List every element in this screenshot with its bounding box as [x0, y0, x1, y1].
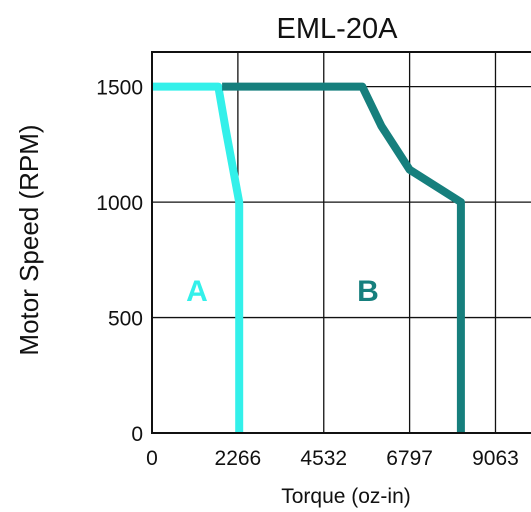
x-tick-labels: 0 2266 4532 6797 9063 — [146, 447, 519, 470]
series-lines — [152, 82, 465, 433]
series-line-A — [152, 82, 244, 433]
plot-frame — [151, 51, 531, 434]
y-tick-label: 0 — [131, 423, 143, 446]
series-label-A: A — [186, 275, 208, 308]
x-axis-label: Torque (oz-in) — [281, 485, 411, 508]
y-tick-label: 500 — [108, 308, 143, 331]
y-tick-label: 1000 — [96, 192, 143, 215]
y-tick-label: 1500 — [96, 77, 143, 100]
x-tick-label: 4532 — [300, 447, 347, 470]
x-tick-label: 9063 — [472, 447, 519, 470]
x-tick-label: 6797 — [386, 447, 433, 470]
y-axis-label: Motor Speed (RPM) — [14, 124, 44, 355]
x-tick-label: 0 — [146, 447, 158, 470]
x-tick-label: 2266 — [215, 447, 262, 470]
series-line-B — [222, 82, 465, 433]
chart-title: EML-20A — [277, 13, 399, 45]
grid-lines — [152, 52, 531, 433]
y-tick-labels: 0 500 1000 1500 — [96, 77, 143, 446]
series-label-B: B — [357, 275, 379, 308]
